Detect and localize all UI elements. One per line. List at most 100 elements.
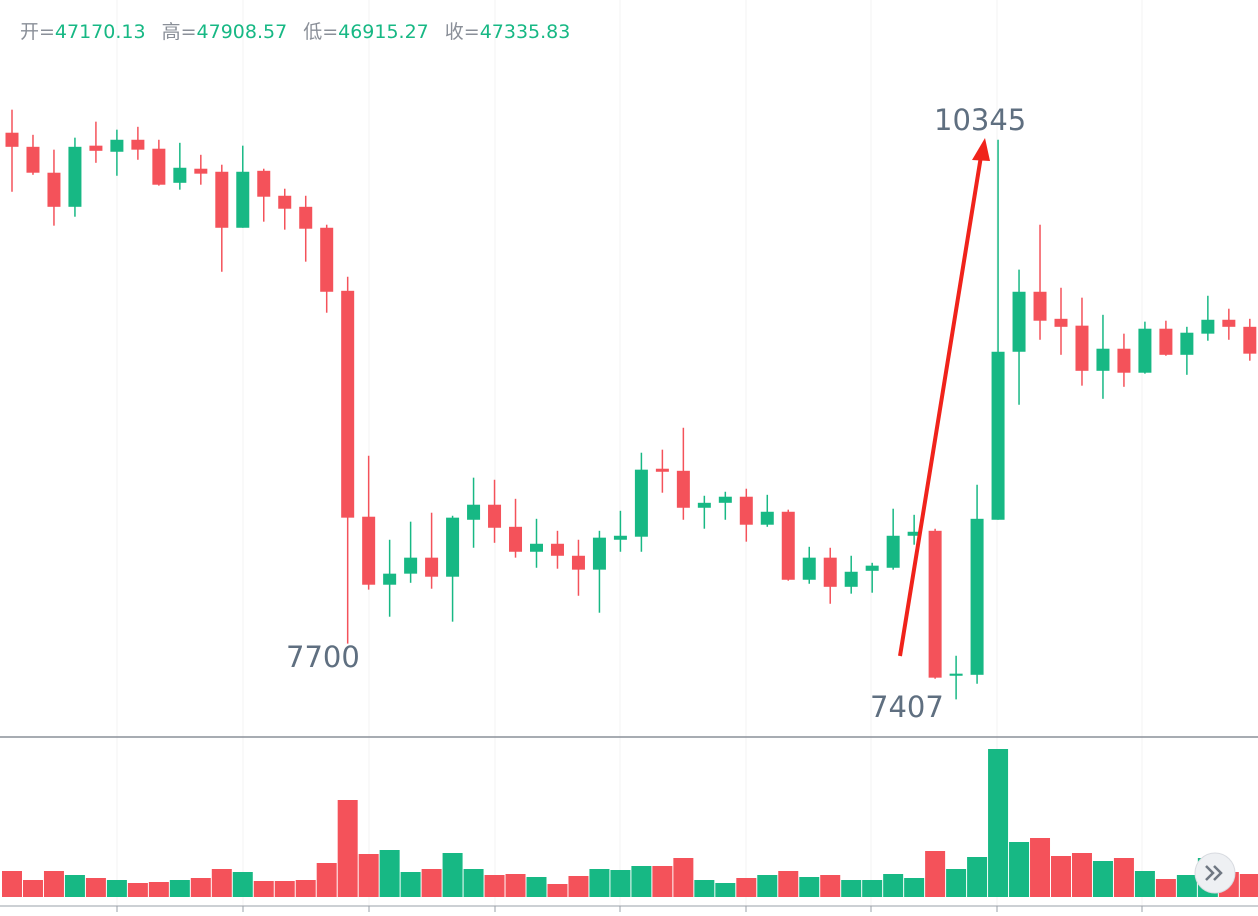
candle-body (236, 171, 250, 228)
volume-bar (883, 874, 904, 897)
candle-body (110, 139, 124, 152)
volume-bar (211, 869, 232, 897)
volume-bar (190, 878, 211, 897)
candle-body (1012, 291, 1026, 352)
volume-bar (127, 883, 148, 897)
volume-bar (106, 880, 127, 897)
volume-bar (673, 858, 694, 897)
volume-bar (946, 869, 967, 897)
annotation: 10345 (934, 103, 1026, 137)
candle-body (89, 145, 103, 151)
candle-body (1054, 318, 1068, 327)
volume-bar (295, 880, 316, 897)
volume-bar (1134, 871, 1155, 897)
volume-bar (148, 882, 169, 897)
volume-bar (400, 872, 421, 897)
volume-bar (715, 883, 736, 897)
candle-body (592, 537, 606, 570)
ohlc-text: 开=47170.13 高=47908.57 低=46915.27 收=47335.83 (20, 21, 570, 43)
volume-bar (169, 880, 190, 897)
ohlc-label: 收= (445, 21, 480, 43)
volume-bar (904, 878, 925, 897)
volume-bar (610, 870, 631, 897)
candle-body (571, 555, 585, 570)
candle-body (47, 172, 61, 207)
volume-bar (988, 749, 1009, 897)
ohlc-value: 46915.27 (338, 21, 429, 43)
candle-body (299, 206, 313, 229)
volume-bar (1009, 842, 1030, 897)
candle-body (949, 673, 963, 676)
candle-body (425, 557, 439, 577)
ohlc-value: 47908.57 (197, 21, 288, 43)
volume-bar (463, 869, 484, 897)
volume-bar (1113, 858, 1134, 897)
volume-bar (694, 880, 715, 897)
candle-body (26, 146, 40, 173)
candle-body (1243, 326, 1257, 354)
candle-body (467, 504, 481, 520)
volume-bar (757, 875, 778, 897)
candle-body (488, 504, 502, 528)
candle-body (1075, 325, 1089, 371)
volume-bar (337, 800, 358, 897)
volume-bar (316, 863, 337, 897)
volume-bar (1176, 875, 1197, 897)
annotation: 7700 (286, 640, 360, 674)
volume-bar (85, 878, 106, 897)
candle-body (509, 526, 523, 552)
arrow-head (972, 138, 990, 161)
candle-body (907, 531, 921, 536)
volume-bar (358, 854, 379, 897)
volume-bar (274, 881, 295, 897)
candle-body (341, 290, 355, 518)
candle-body (1117, 348, 1131, 373)
candle-body (865, 565, 879, 571)
candle-body (550, 543, 564, 556)
candle-body (1180, 332, 1194, 355)
candle-body (928, 530, 942, 678)
candle-body (844, 571, 858, 587)
volume-bar (526, 877, 547, 897)
candle-body (676, 470, 690, 508)
volume-bar (736, 878, 757, 897)
volume-bar (2, 871, 22, 897)
volume-bar (841, 880, 862, 897)
candle-body (1201, 319, 1215, 334)
volume-bar (505, 874, 526, 897)
plot (2, 109, 1258, 897)
volume-bar (1155, 879, 1176, 897)
volume-bar (652, 866, 673, 897)
candle-body (5, 132, 19, 147)
volume-bar (589, 869, 610, 897)
volume-bar (1030, 838, 1051, 897)
volume-bar (547, 884, 568, 897)
candle-body (278, 195, 292, 209)
candle-body (697, 502, 711, 508)
candle-body (1096, 348, 1110, 371)
volume-bar (820, 875, 841, 897)
volume-bar (43, 871, 64, 897)
candle-body (1222, 319, 1236, 327)
candle-body (613, 535, 627, 540)
candle-body (215, 171, 229, 228)
volume-bar (253, 881, 274, 897)
volume-bar (1051, 856, 1071, 897)
volume-bar (421, 869, 442, 897)
candle-body (739, 496, 753, 525)
volume-bar (778, 871, 799, 897)
volume-bar (925, 851, 946, 897)
candle-body (1033, 291, 1047, 321)
scroll-button[interactable] (1194, 852, 1236, 894)
candle-body (152, 148, 166, 185)
candle-body (802, 557, 816, 580)
volume-bar (379, 850, 400, 897)
volume-bar (484, 875, 505, 897)
candle-body (530, 543, 543, 552)
ohlc-label: 高= (162, 21, 197, 43)
volume-bar (1092, 861, 1113, 897)
candle-body (362, 516, 376, 585)
candle-body (68, 146, 82, 207)
candle-body (970, 518, 984, 675)
